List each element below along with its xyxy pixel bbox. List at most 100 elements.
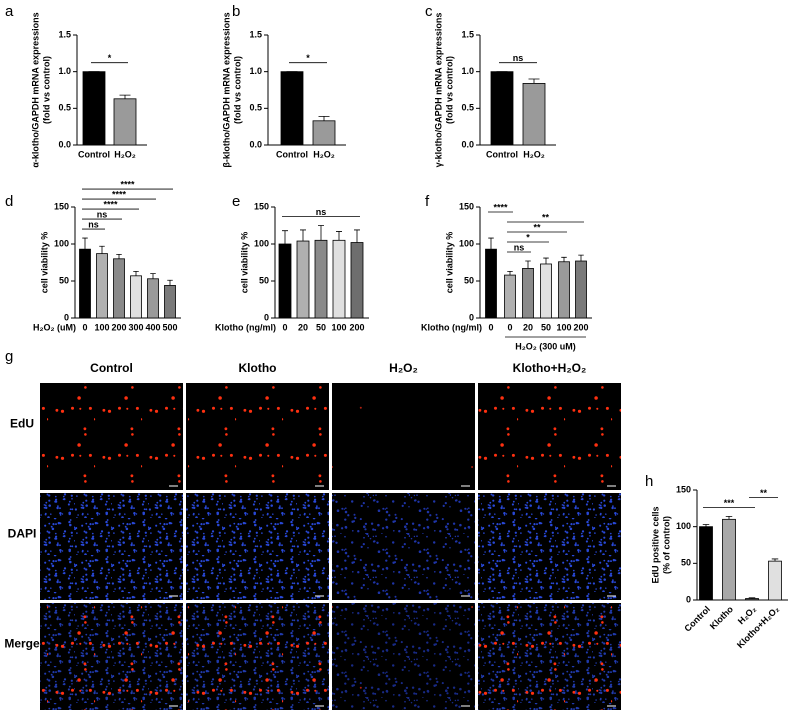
error-bar [507, 270, 513, 276]
bar [522, 268, 534, 319]
error-bar [543, 257, 549, 264]
significance-label: ** [760, 488, 768, 498]
x-tick-label: 400 [145, 322, 160, 332]
bar [504, 274, 516, 319]
error-bar [525, 260, 531, 269]
bar [296, 240, 310, 319]
significance-label: * [526, 232, 530, 242]
panel-letter: h [645, 473, 653, 490]
error-bar [82, 237, 88, 250]
x-tick-label: 100 [331, 322, 346, 332]
x-tick-label: H₂O₂ [313, 149, 335, 159]
column-label: Control [90, 361, 133, 375]
x-tick-label: 0 [82, 322, 87, 332]
y-axis-label: cell viability % [39, 232, 49, 294]
panel-letter: e [232, 193, 240, 210]
y-tick-label: 0.0 [249, 139, 262, 149]
significance-label: ** [533, 222, 541, 232]
micrograph-dapi [478, 493, 621, 600]
significance-label: ns [316, 207, 327, 217]
error-bar [119, 94, 131, 99]
significance-label: ns [514, 242, 525, 252]
x-tick-label: Klotho [708, 604, 736, 632]
x-tick-label: Control [78, 149, 110, 159]
x-axis-label: Klotho (ng/ml) [215, 322, 276, 332]
error-bar [318, 116, 330, 121]
error-bar [354, 229, 360, 243]
row-label: Merge [4, 637, 40, 651]
y-axis-label: α-klotho/GAPDH mRNA expressions [30, 12, 40, 167]
micrograph-edu [332, 603, 475, 710]
significance-label: ** [542, 212, 550, 222]
y-tick-label: 0.5 [461, 103, 474, 113]
bar [147, 278, 159, 319]
bar [332, 239, 346, 319]
bar [350, 242, 364, 319]
y-tick-label: 0.0 [58, 139, 71, 149]
significance-label: ns [97, 209, 108, 219]
column-label: H₂O₂ [389, 361, 418, 375]
micrograph-dapi [186, 493, 329, 600]
error-bar [488, 237, 494, 250]
y-axis-label: (% of control) [661, 516, 671, 574]
x-tick-label: Klotho+H₂O₂ [735, 604, 781, 650]
y-tick-label: 100 [459, 238, 474, 248]
x-tick-label: 500 [162, 322, 177, 332]
y-tick-label: 150 [254, 201, 269, 211]
bar [280, 71, 304, 146]
bar [558, 261, 570, 319]
x-axis-label: H₂O₂ (uM) [33, 322, 76, 332]
x-tick-label: 100 [94, 322, 109, 332]
x-tick-label: H₂O₂ [114, 149, 136, 159]
error-bar [528, 78, 540, 84]
y-tick-label: 1.5 [249, 29, 262, 39]
error-bar [150, 273, 156, 279]
y-tick-label: 100 [54, 238, 69, 248]
error-bar [578, 254, 584, 262]
significance-label: **** [120, 179, 135, 189]
error-bar [133, 270, 139, 276]
x-tick-label: Control [682, 604, 712, 634]
significance-label: **** [493, 202, 508, 212]
panel-letter: b [232, 3, 240, 20]
micrograph-edu [478, 383, 621, 490]
significance-label: * [108, 53, 112, 63]
x-tick-label: 20 [298, 322, 308, 332]
y-tick-label: 0 [686, 594, 691, 604]
micrograph-edu [40, 383, 183, 490]
error-bar [702, 524, 710, 527]
y-tick-label: 50 [59, 275, 69, 285]
y-axis-label: (fold vs control) [444, 56, 454, 124]
error-bar [771, 558, 779, 562]
x-tick-label: 0 [488, 322, 493, 332]
y-tick-label: 50 [259, 275, 269, 285]
y-tick-label: 1.0 [461, 66, 474, 76]
error-bar [116, 253, 122, 259]
y-tick-label: 0 [64, 312, 69, 322]
row-label: DAPI [8, 527, 37, 541]
y-tick-label: 0.5 [249, 103, 262, 113]
bar [745, 598, 759, 601]
y-axis-label: (fold vs control) [232, 56, 242, 124]
bar [722, 518, 736, 601]
bar [164, 285, 176, 319]
micrograph-edu [186, 383, 329, 490]
bar [490, 71, 514, 146]
y-axis-label: cell viability % [239, 232, 249, 294]
significance-label: * [306, 53, 310, 63]
x-tick-label: 50 [316, 322, 326, 332]
y-tick-label: 150 [54, 201, 69, 211]
x-tick-label: H₂O₂ [523, 149, 545, 159]
y-tick-label: 1.5 [461, 29, 474, 39]
panel-letter: g [5, 348, 13, 365]
y-tick-label: 0 [264, 312, 269, 322]
x-tick-label: 200 [111, 322, 126, 332]
y-tick-label: 50 [681, 558, 691, 568]
y-tick-label: 0 [469, 312, 474, 322]
y-axis-label: γ-klotho/GAPDH mRNA expressions [433, 13, 443, 168]
micrograph-edu [186, 603, 329, 710]
x-tick-label: 200 [573, 322, 588, 332]
error-bar [282, 230, 288, 244]
y-tick-label: 100 [254, 238, 269, 248]
